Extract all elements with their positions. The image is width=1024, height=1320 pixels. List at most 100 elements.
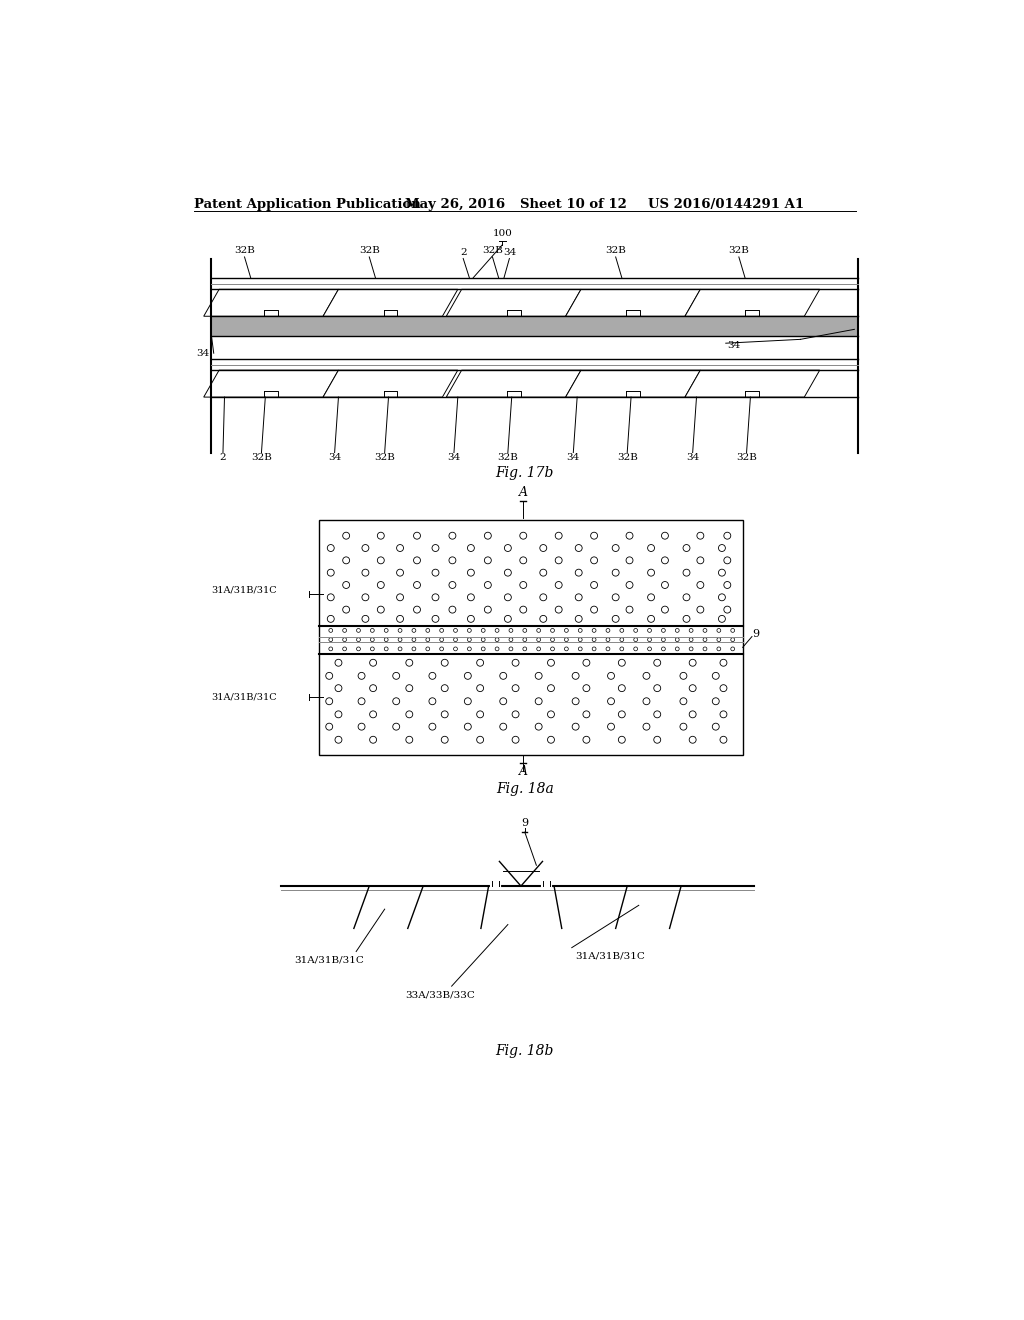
Circle shape <box>572 698 580 705</box>
Text: 2: 2 <box>460 248 467 257</box>
Circle shape <box>454 647 458 651</box>
Circle shape <box>724 582 731 589</box>
Circle shape <box>703 628 707 632</box>
Circle shape <box>398 647 402 651</box>
Circle shape <box>689 638 693 642</box>
Circle shape <box>343 606 349 612</box>
Circle shape <box>396 594 403 601</box>
Circle shape <box>719 569 725 576</box>
Circle shape <box>464 698 471 705</box>
Circle shape <box>358 698 365 705</box>
Circle shape <box>612 569 620 576</box>
Circle shape <box>680 672 687 680</box>
Circle shape <box>606 638 610 642</box>
Circle shape <box>540 594 547 601</box>
Circle shape <box>612 594 620 601</box>
Circle shape <box>662 582 669 589</box>
Circle shape <box>326 672 333 680</box>
Text: 32B: 32B <box>234 246 255 255</box>
Circle shape <box>689 711 696 718</box>
Circle shape <box>620 638 624 642</box>
Circle shape <box>358 723 365 730</box>
Text: May 26, 2016: May 26, 2016 <box>406 198 506 211</box>
Circle shape <box>697 532 703 539</box>
Text: 32B: 32B <box>374 453 395 462</box>
Text: 34: 34 <box>686 453 699 462</box>
Circle shape <box>509 647 513 651</box>
Circle shape <box>717 628 721 632</box>
Circle shape <box>449 606 456 612</box>
Text: 31A/31B/31C: 31A/31B/31C <box>211 693 278 702</box>
Circle shape <box>505 569 511 576</box>
Circle shape <box>384 647 388 651</box>
Circle shape <box>697 582 703 589</box>
Circle shape <box>398 638 402 642</box>
Circle shape <box>647 628 651 632</box>
Circle shape <box>591 557 598 564</box>
Polygon shape <box>446 370 581 397</box>
Circle shape <box>328 545 334 552</box>
Circle shape <box>477 711 483 718</box>
Circle shape <box>575 545 583 552</box>
Circle shape <box>540 615 547 622</box>
Text: A: A <box>519 486 527 499</box>
Circle shape <box>371 647 374 651</box>
Circle shape <box>523 628 526 632</box>
Circle shape <box>697 606 703 612</box>
Text: 32B: 32B <box>358 246 380 255</box>
Circle shape <box>378 557 384 564</box>
Circle shape <box>583 737 590 743</box>
Circle shape <box>481 638 485 642</box>
Circle shape <box>579 647 583 651</box>
Circle shape <box>579 628 583 632</box>
Circle shape <box>335 659 342 667</box>
Circle shape <box>378 532 384 539</box>
Text: US 2016/0144291 A1: US 2016/0144291 A1 <box>648 198 804 211</box>
Circle shape <box>520 557 526 564</box>
Circle shape <box>653 711 660 718</box>
Circle shape <box>606 647 610 651</box>
Circle shape <box>426 628 430 632</box>
Circle shape <box>505 545 511 552</box>
Circle shape <box>680 698 687 705</box>
Circle shape <box>484 582 492 589</box>
Circle shape <box>612 545 620 552</box>
Polygon shape <box>685 370 819 397</box>
Circle shape <box>361 615 369 622</box>
Text: 31A/31B/31C: 31A/31B/31C <box>295 956 365 965</box>
Circle shape <box>335 685 342 692</box>
Circle shape <box>653 659 660 667</box>
Circle shape <box>717 638 721 642</box>
Circle shape <box>634 628 638 632</box>
Circle shape <box>343 647 346 651</box>
Circle shape <box>680 723 687 730</box>
Circle shape <box>683 615 690 622</box>
Circle shape <box>343 532 349 539</box>
Circle shape <box>328 569 334 576</box>
Circle shape <box>441 711 449 718</box>
Circle shape <box>467 594 474 601</box>
Circle shape <box>500 698 507 705</box>
Text: 9: 9 <box>753 630 760 639</box>
Circle shape <box>572 723 580 730</box>
Circle shape <box>496 638 499 642</box>
Circle shape <box>361 545 369 552</box>
Text: 32B: 32B <box>498 453 518 462</box>
Circle shape <box>647 615 654 622</box>
Text: 34: 34 <box>566 453 580 462</box>
Circle shape <box>426 638 430 642</box>
Text: A: A <box>519 766 527 779</box>
Text: 32B: 32B <box>616 453 638 462</box>
Circle shape <box>540 569 547 576</box>
Circle shape <box>540 545 547 552</box>
Circle shape <box>579 638 583 642</box>
Circle shape <box>477 737 483 743</box>
Circle shape <box>496 628 499 632</box>
Circle shape <box>626 606 633 612</box>
Circle shape <box>464 672 471 680</box>
Text: 31A/31B/31C: 31A/31B/31C <box>575 952 645 961</box>
Circle shape <box>356 638 360 642</box>
Text: 33A/33B/33C: 33A/33B/33C <box>406 990 475 999</box>
Circle shape <box>548 711 554 718</box>
Text: Patent Application Publication: Patent Application Publication <box>194 198 421 211</box>
